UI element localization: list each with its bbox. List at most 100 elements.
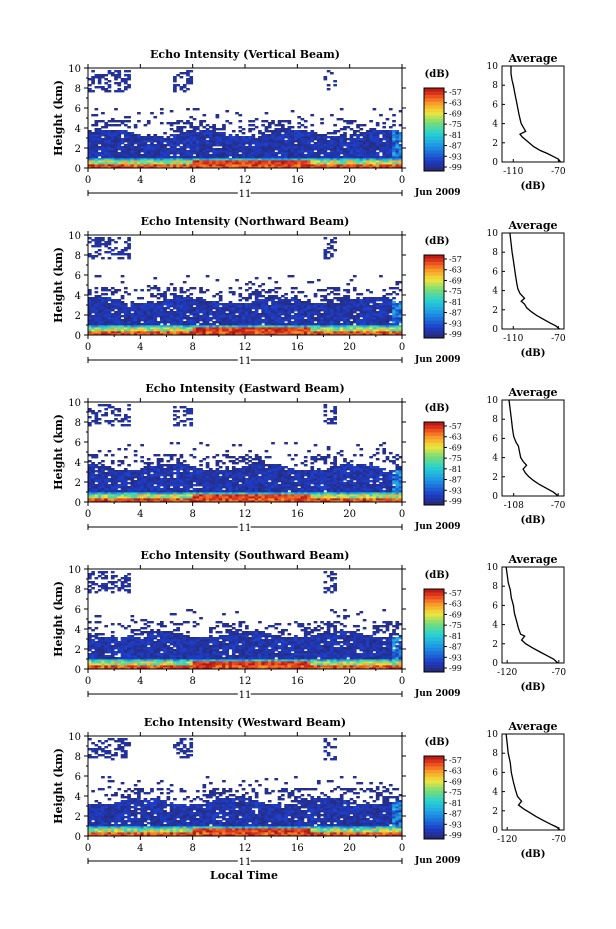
echo-cell (349, 329, 354, 332)
echo-cell (150, 474, 154, 477)
echo-cell (173, 414, 177, 417)
echo-cell (94, 484, 99, 487)
echo-cell (254, 152, 259, 155)
echo-cell (104, 126, 109, 129)
echo-cell (114, 313, 118, 316)
echo-cell (225, 319, 230, 322)
echo-cell (169, 480, 174, 483)
echo-cell (127, 146, 131, 149)
echo-cell (274, 146, 279, 149)
echo-cell (248, 327, 252, 330)
echo-cell (137, 319, 141, 322)
echo-cell (297, 148, 301, 151)
echo-cell (215, 305, 220, 308)
echo-cell (114, 494, 118, 497)
echo-cell (392, 291, 396, 294)
echo-cell (101, 311, 105, 314)
echo-cell (385, 293, 390, 296)
echo-cell (110, 454, 115, 457)
echo-cell (182, 148, 187, 151)
echo-cell (195, 470, 200, 473)
echo-cell (91, 311, 95, 314)
echo-cell (127, 500, 131, 503)
echo-cell (254, 146, 259, 149)
echo-cell (313, 164, 318, 167)
echo-cell (385, 136, 390, 139)
echo-cell (176, 301, 180, 304)
echo-cell (104, 486, 109, 489)
echo-cell (143, 144, 148, 147)
echo-cell (379, 166, 383, 169)
echo-cell (205, 494, 210, 497)
echo-cell (114, 158, 118, 161)
echo-cell (307, 315, 311, 318)
echo-cell (343, 309, 347, 312)
echo-cell (107, 237, 112, 240)
echo-cell (382, 321, 387, 324)
echo-cell (303, 305, 308, 308)
echo-cell (372, 136, 377, 139)
echo-cell (110, 293, 115, 296)
echo-cell (192, 492, 197, 495)
echo-cell (130, 321, 135, 324)
panel-title: Echo Intensity (Vertical Beam) (150, 48, 340, 61)
echo-cell (258, 293, 262, 296)
echo-cell (287, 331, 292, 334)
echo-cell (215, 476, 220, 479)
echo-cell (277, 313, 282, 316)
echo-cell (258, 299, 262, 302)
echo-cell (127, 325, 131, 328)
echo-cell (137, 112, 141, 115)
echo-cell (110, 301, 115, 304)
echo-cell (120, 158, 125, 161)
echo-cell (104, 311, 109, 314)
echo-cell (215, 333, 220, 336)
echo-cell (215, 496, 220, 499)
echo-cell (222, 325, 226, 328)
echo-cell (143, 500, 148, 503)
echo-cell (173, 325, 177, 328)
echo-cell (91, 257, 95, 260)
echo-cell (166, 496, 171, 499)
echo-cell (359, 132, 364, 135)
echo-cell (379, 144, 383, 147)
echo-cell (153, 321, 158, 324)
echo-cell (182, 317, 187, 320)
echo-cell (137, 305, 141, 308)
echo-cell (333, 307, 337, 310)
echo-cell (362, 146, 367, 149)
echo-cell (235, 148, 239, 151)
echo-cell (238, 146, 243, 149)
echo-cell (137, 142, 141, 145)
echo-cell (114, 490, 118, 493)
echo-cell (130, 303, 135, 306)
echo-cell (228, 148, 233, 151)
echo-cell (166, 152, 171, 155)
echo-cell (146, 486, 151, 489)
echo-cell (339, 146, 344, 149)
echo-cell (137, 158, 141, 161)
echo-cell (173, 490, 177, 493)
echo-cell (320, 156, 324, 159)
echo-cell (392, 315, 396, 318)
echo-cell (235, 162, 239, 165)
echo-cell (313, 156, 318, 159)
echo-cell (114, 74, 118, 77)
echo-cell (176, 158, 180, 161)
echo-cell (120, 418, 125, 421)
echo-cell (127, 166, 131, 169)
echo-cell (382, 307, 387, 310)
echo-cell (356, 146, 360, 149)
echo-cell (395, 305, 400, 308)
colorbar-swatch (424, 272, 444, 277)
echo-cell (215, 315, 220, 318)
echo-cell (186, 156, 190, 159)
echo-cell (195, 146, 200, 149)
echo-cell (192, 333, 197, 336)
echo-cell (264, 311, 269, 314)
echo-cell (146, 162, 151, 165)
echo-cell (303, 146, 308, 149)
echo-cell (94, 148, 99, 151)
echo-cell (395, 140, 400, 143)
echo-cell (97, 301, 102, 304)
